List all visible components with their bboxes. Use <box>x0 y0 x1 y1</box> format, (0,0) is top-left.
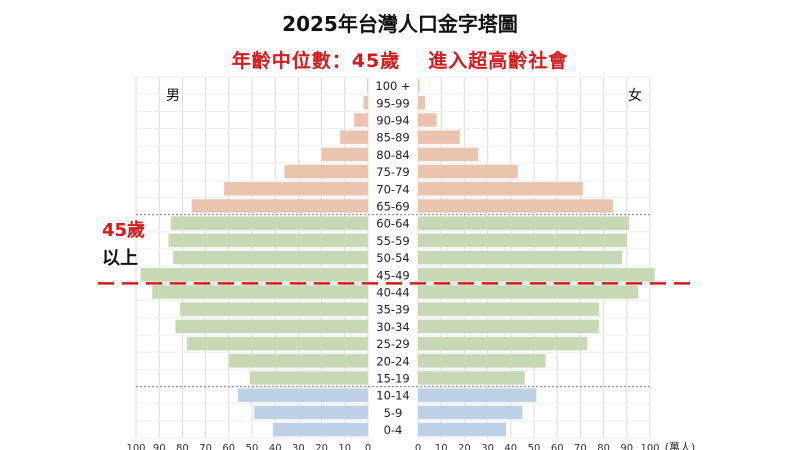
x-tick-label-male: 80 <box>176 443 189 450</box>
age-label: 45-49 <box>376 268 409 282</box>
male-bar <box>272 422 368 437</box>
age-label: 35-39 <box>376 303 409 317</box>
female-bar <box>418 422 507 437</box>
female-bar <box>418 285 639 299</box>
x-tick-label-male: 90 <box>153 443 166 450</box>
age-label: 40-44 <box>376 286 409 300</box>
male-bar <box>187 336 368 351</box>
age-label: 15-19 <box>376 372 409 386</box>
female-bar <box>418 405 523 420</box>
female-label: 女 <box>628 87 642 104</box>
male-bar <box>238 388 368 402</box>
female-bar <box>418 216 630 230</box>
x-tick-label-female: 100 <box>640 443 659 450</box>
super-aged-text: 進入超高齡社會 <box>428 50 569 72</box>
female-bar <box>418 182 583 196</box>
male-bar <box>180 302 368 316</box>
male-bar <box>321 147 368 162</box>
female-bar <box>418 164 518 179</box>
x-tick-label-male: 100 <box>126 443 145 450</box>
unit-label: (萬人) <box>665 441 696 450</box>
male-bar <box>340 130 368 144</box>
male-bar <box>168 233 368 248</box>
age-label: 50-54 <box>376 251 409 265</box>
x-tick-label-male: 10 <box>338 443 351 450</box>
marker-label-age: 45歲 <box>102 219 145 241</box>
age-label: 25-29 <box>376 337 409 351</box>
chart-subtitle: 年齡中位數：45歲 進入超高齡社會 <box>0 46 800 73</box>
age-label: 90-94 <box>376 114 409 128</box>
female-bar <box>418 319 599 334</box>
male-bar <box>152 285 368 299</box>
age-label: 20-24 <box>376 354 409 368</box>
age-label: 95-99 <box>376 96 409 110</box>
male-bar <box>175 319 368 334</box>
age-label: 75-79 <box>376 165 409 179</box>
female-bar <box>418 388 537 402</box>
x-tick-label-male: 30 <box>292 443 305 450</box>
male-bar <box>354 113 368 127</box>
female-bar <box>418 336 588 351</box>
age-label: 60-64 <box>376 217 409 231</box>
female-bar <box>418 268 655 282</box>
age-label: 0-4 <box>384 423 403 437</box>
age-label: 100 + <box>375 79 410 93</box>
x-tick-label-male: 60 <box>222 443 235 450</box>
male-bar <box>254 405 368 420</box>
x-tick-label-male: 0 <box>365 443 371 450</box>
female-bar <box>418 354 546 368</box>
x-tick-label-female: 20 <box>458 443 471 450</box>
male-label: 男 <box>166 88 180 104</box>
x-tick-label-female: 30 <box>481 443 494 450</box>
age-label: 70-74 <box>376 182 409 196</box>
x-tick-label-female: 80 <box>597 443 610 450</box>
age-label: 65-69 <box>376 200 409 214</box>
female-bar <box>418 78 420 93</box>
male-bar <box>367 78 368 93</box>
female-bar <box>418 130 460 144</box>
female-bar <box>418 371 525 385</box>
x-tick-label-male: 40 <box>269 443 282 450</box>
age-label: 55-59 <box>376 234 409 248</box>
male-bar <box>249 371 368 385</box>
x-tick-label-male: 70 <box>199 443 212 450</box>
female-bar <box>418 96 425 110</box>
female-bar <box>418 233 627 248</box>
x-tick-label-female: 90 <box>620 443 633 450</box>
female-bar <box>418 302 599 316</box>
marker-label-above: 以上 <box>102 248 138 269</box>
x-tick-label-male: 20 <box>315 443 328 450</box>
male-bar <box>228 354 368 368</box>
x-tick-label-female: 40 <box>504 443 517 450</box>
female-bar <box>418 113 437 127</box>
age-label: 10-14 <box>376 389 409 403</box>
age-label: 80-84 <box>376 148 409 162</box>
x-tick-label-female: 50 <box>528 443 541 450</box>
male-bar <box>191 199 368 213</box>
x-tick-label-male: 50 <box>246 443 259 450</box>
male-bar <box>170 216 368 230</box>
age-label: 85-89 <box>376 131 409 145</box>
age-label: 5-9 <box>384 406 403 420</box>
male-bar <box>140 268 368 282</box>
x-tick-label-female: 0 <box>415 443 421 450</box>
chart-title: 2025年台灣人口金字塔圖 <box>282 12 518 36</box>
age-label: 30-34 <box>376 320 409 334</box>
male-bar <box>284 164 368 179</box>
median-age-text: 年齡中位數：45歲 <box>231 50 401 72</box>
male-bar <box>173 250 368 265</box>
female-bar <box>418 199 613 213</box>
male-bar <box>224 182 368 196</box>
x-tick-label-female: 10 <box>435 443 448 450</box>
male-bar <box>363 96 368 110</box>
female-bar <box>418 147 479 162</box>
x-tick-label-female: 70 <box>574 443 587 450</box>
x-tick-label-female: 60 <box>551 443 564 450</box>
female-bar <box>418 250 623 265</box>
